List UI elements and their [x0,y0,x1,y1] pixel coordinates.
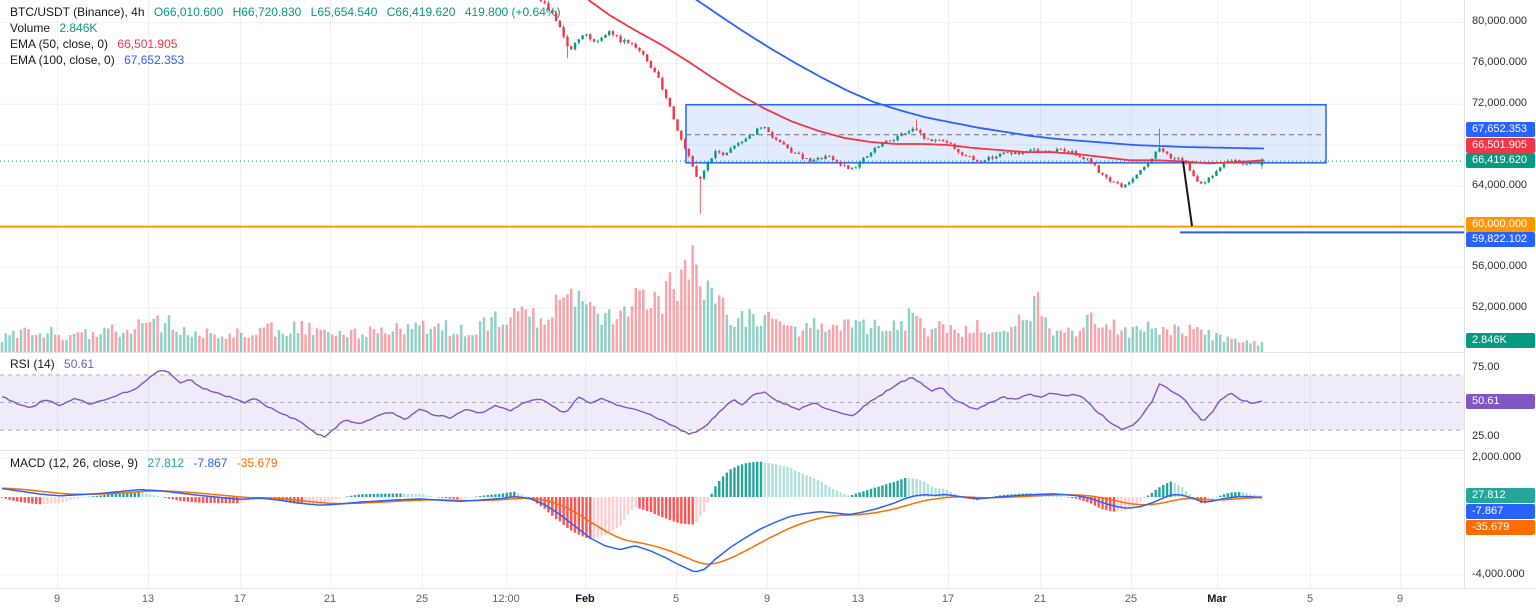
price-axis[interactable]: 80,000.000 76,000.000 72,000.000 64,000.000… [1464,0,1536,588]
ema50-label: EMA (50, close, 0) [10,37,109,51]
chart-canvas[interactable] [0,0,1464,588]
time-axis-label: 21 [323,593,337,605]
symbol-title: BTC/USDT (Binance), 4h [10,5,145,19]
time-axis[interactable]: 9 13 17 21 25 12:00 Feb 5 9 13 17 21 25 Mar 5 9 [0,588,1536,610]
volume-value: 2.846K [59,21,98,35]
ohlc-high: H66,720.830 [232,5,302,19]
time-axis-label: 12:00 [492,593,520,605]
ohlc-open: O66,010.600 [153,5,224,19]
axis-price-label: 72,000.000 [1472,97,1528,109]
axis-value-badge: 27.812 [1466,488,1535,503]
time-axis-label: 5 [1306,593,1314,605]
time-axis-label: 13 [141,593,155,605]
volume-label: Volume [10,21,51,35]
time-axis-label: 25 [1124,593,1138,605]
axis-price-label: 76,000.000 [1472,56,1528,68]
time-axis-label: 21 [1033,593,1047,605]
time-axis-label: Feb [575,593,595,605]
ohlc-low: L65,654.540 [310,5,378,19]
ohlc-close: C66,419.620 [386,5,456,19]
axis-value-badge: -7.867 [1466,504,1535,519]
axis-price-label: -4,000.000 [1472,568,1525,580]
rsi-legend[interactable]: RSI (14) 50.61 [10,357,100,371]
axis-value-badge: 60,000.000 [1466,217,1535,232]
axis-price-label: 52,000.000 [1472,301,1528,313]
time-axis-label: 17 [941,593,955,605]
macd-line-value: -7.867 [193,456,228,470]
time-axis-label: 9 [1396,593,1404,605]
time-axis-label: 17 [233,593,247,605]
time-axis-label: 13 [851,593,865,605]
time-axis-label: 9 [53,593,61,605]
symbol-legend[interactable]: BTC/USDT (Binance), 4h O66,010.600 H66,7… [10,5,567,19]
axis-value-badge: 59,822.102 [1466,232,1535,247]
ema100-label: EMA (100, close, 0) [10,53,115,67]
time-axis-label: Mar [1207,593,1227,605]
axis-price-label: 56,000.000 [1472,260,1528,272]
axis-value-badge: -35.679 [1466,520,1535,535]
axis-price-label: 64,000.000 [1472,179,1528,191]
axis-price-label: 75.00 [1472,361,1500,373]
time-axis-label: 5 [672,593,680,605]
time-axis-label: 9 [763,593,771,605]
axis-value-badge: 66,419.620 [1466,153,1535,168]
axis-price-label: 2,000.000 [1472,451,1521,463]
macd-hist-value: 27.812 [147,456,185,470]
axis-value-badge: 50.61 [1466,394,1535,409]
axis-value-badge: 2.846K [1466,333,1535,348]
price-change: 419.800 (+0.64%) [464,5,561,19]
ema100-value: 67,652.353 [124,53,185,67]
axis-price-label: 80,000.000 [1472,15,1528,27]
ema50-legend[interactable]: EMA (50, close, 0) 66,501.905 [10,37,183,51]
rsi-value: 50.61 [64,357,95,371]
rsi-label: RSI (14) [10,357,55,371]
macd-legend[interactable]: MACD (12, 26, close, 9) 27.812 -7.867 -3… [10,456,284,470]
axis-price-label: 25.00 [1472,430,1500,442]
axis-value-badge: 67,652.353 [1466,122,1535,137]
macd-label: MACD (12, 26, close, 9) [10,456,139,470]
time-axis-label: 25 [415,593,429,605]
ema50-value: 66,501.905 [117,37,178,51]
axis-value-badge: 66,501.905 [1466,138,1535,153]
volume-legend[interactable]: Volume 2.846K [10,21,103,35]
ema100-legend[interactable]: EMA (100, close, 0) 67,652.353 [10,53,190,67]
macd-signal-value: -35.679 [236,456,278,470]
